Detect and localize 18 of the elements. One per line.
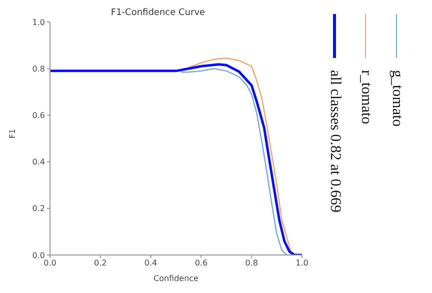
text: all classes 0.82 at 0.669 bbox=[326, 70, 343, 212]
chart-title: F1-Confidence Curve bbox=[110, 8, 206, 18]
x-axis-title: Confidence bbox=[154, 274, 199, 283]
y-tick-label: 1.0 bbox=[32, 18, 45, 27]
x-tick-label: 0.8 bbox=[245, 258, 258, 268]
y-axis-title: F1 bbox=[8, 128, 17, 138]
y-tick-label: 0.2 bbox=[32, 204, 45, 214]
y-tick-label: 0.4 bbox=[32, 158, 45, 167]
x-tick-label: 1.0 bbox=[296, 258, 308, 268]
y-tick-label: 0.0 bbox=[32, 250, 45, 260]
text: g_tomato bbox=[388, 70, 405, 127]
y-tick-label: 0.6 bbox=[32, 111, 45, 120]
x-tick-label: 0.6 bbox=[194, 258, 208, 268]
x-tick-label: 0.2 bbox=[94, 258, 107, 268]
text: r_tomato bbox=[357, 70, 374, 124]
x-tick-label: 0.4 bbox=[144, 258, 158, 268]
y-tick-label: 0.8 bbox=[32, 64, 45, 74]
x-tick-label: 0.0 bbox=[44, 258, 56, 268]
